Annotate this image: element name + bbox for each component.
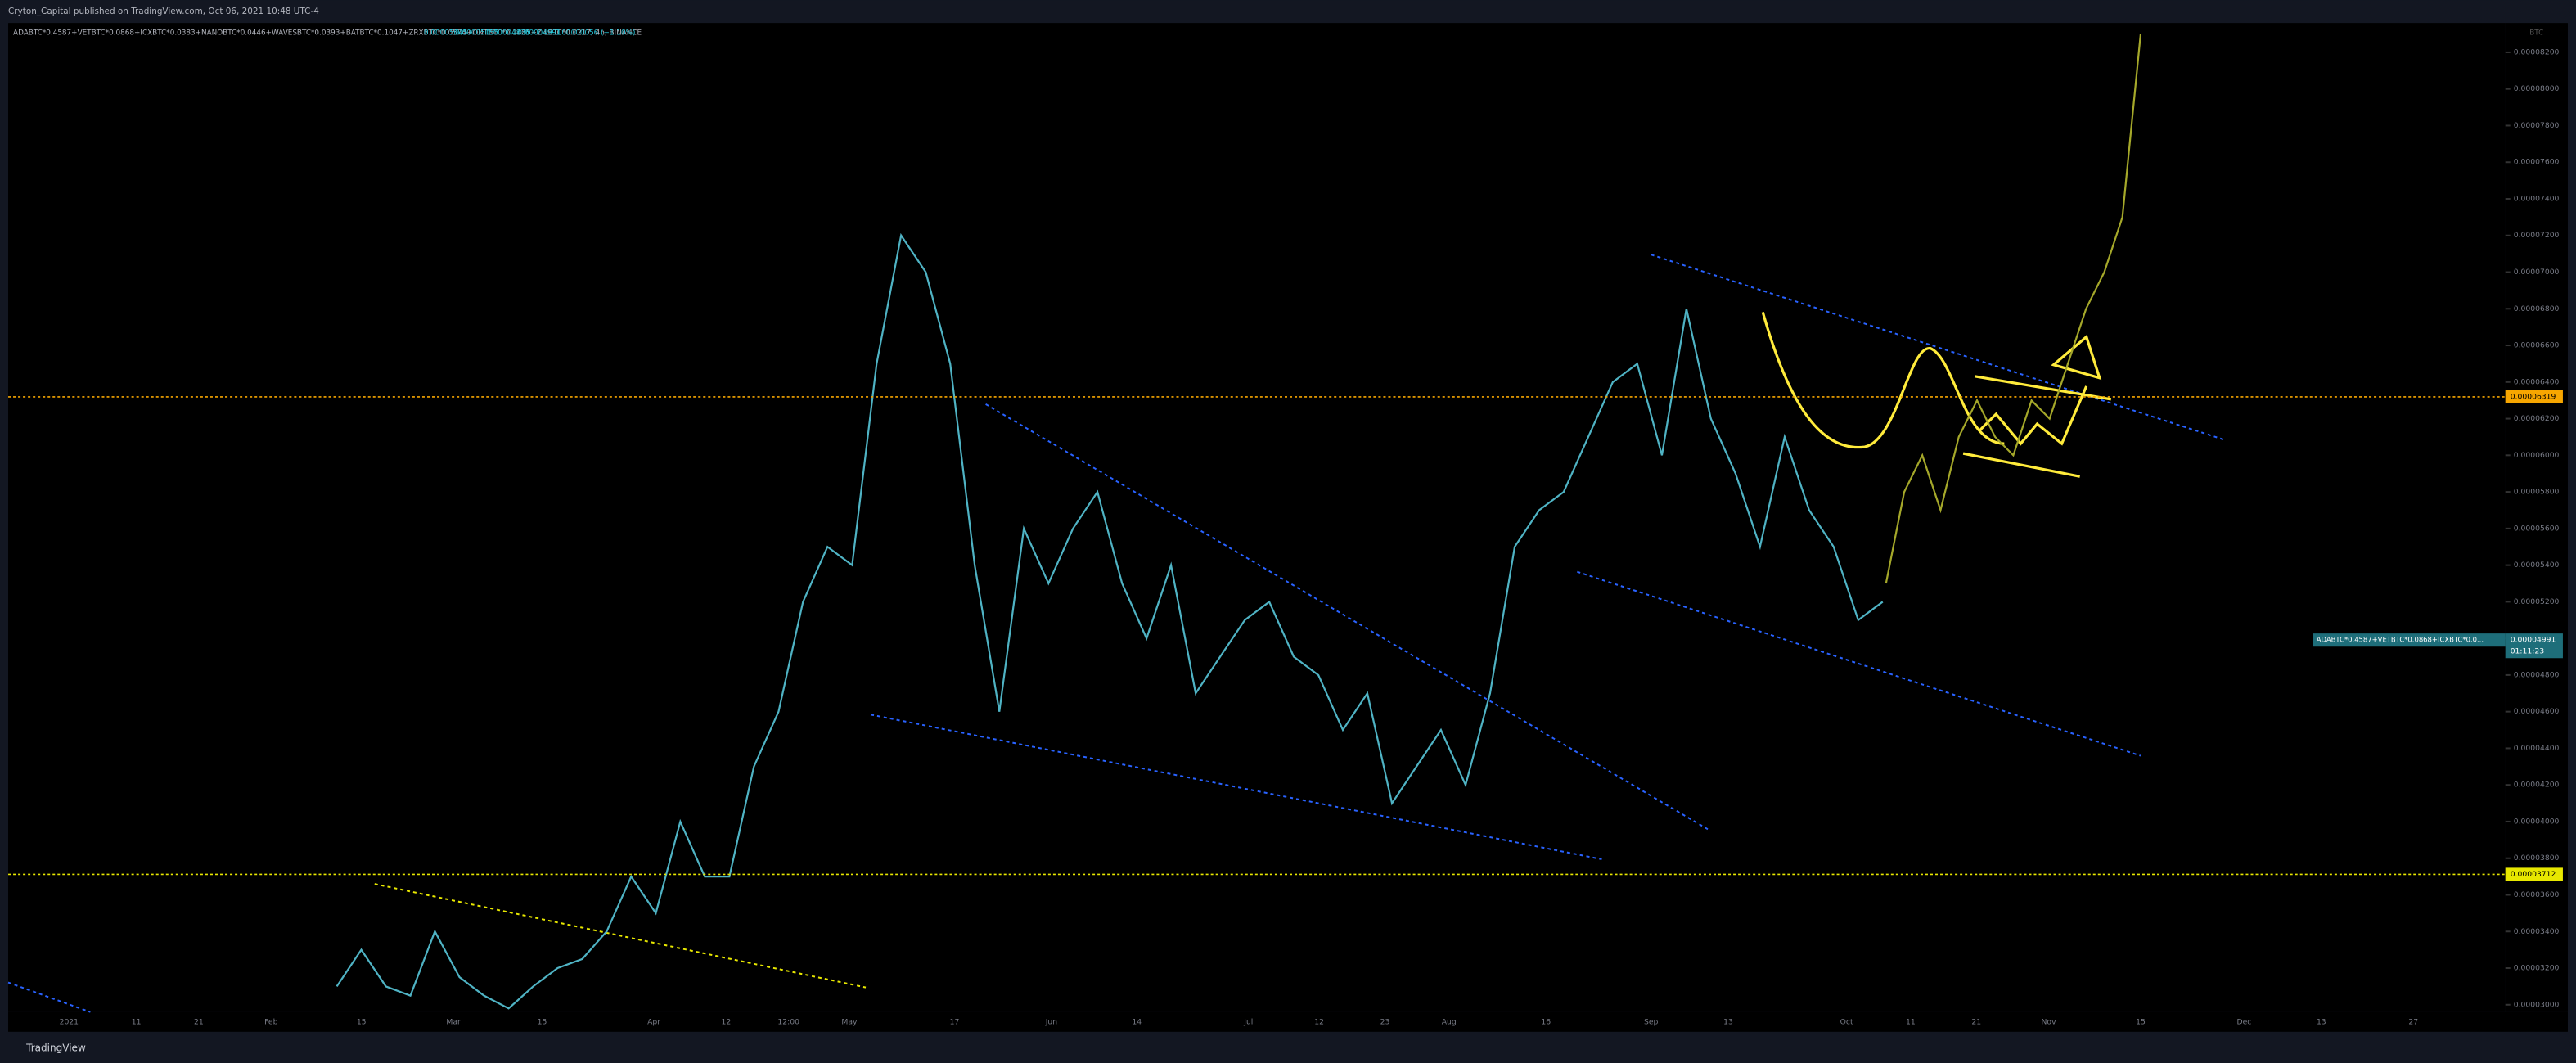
last-price-badge [2505, 633, 2563, 659]
y-tick-label: 0.00008200 [2514, 47, 2560, 56]
y-tick-label: 0.00003800 [2514, 854, 2560, 863]
y-tick-label: 0.00003400 [2514, 927, 2560, 936]
y-tick-label: 0.00006600 [2514, 341, 2560, 350]
trendline [374, 883, 867, 989]
x-tick-label: 15 [538, 1017, 547, 1026]
x-tick-label: Sep [1644, 1017, 1659, 1026]
x-tick-label: Jun [1045, 1017, 1058, 1026]
x-tick-label: 11 [132, 1017, 142, 1026]
ohlc-value: 0.00004836 [486, 29, 530, 38]
x-tick-label: 21 [1971, 1017, 1981, 1026]
x-tick-label: Aug [1442, 1017, 1457, 1026]
trendline [7, 981, 91, 1013]
x-tick-label: Mar [446, 1017, 461, 1026]
trendline [985, 403, 1709, 831]
price-line [336, 232, 1884, 1010]
x-tick-label: Apr [647, 1017, 660, 1026]
x-tick-label: Nov [2042, 1017, 2057, 1026]
x-tick-label: Oct [1840, 1017, 1853, 1026]
ohlc-value: 0.00005055 [455, 29, 498, 38]
plot-area [8, 23, 2506, 1012]
y-tick-label: 0.00005600 [2514, 524, 2560, 533]
y-tick-label: 0.00004800 [2514, 670, 2560, 679]
x-tick-label: 12 [722, 1017, 732, 1026]
y-tick-label: 0.00007000 [2514, 268, 2560, 277]
drawings [1761, 312, 2112, 478]
x-tick-label: 14 [1132, 1017, 1142, 1026]
x-tick-label: Jul [1243, 1017, 1253, 1026]
y-tick-label: 0.00006400 [2514, 377, 2560, 386]
x-tick-label: May [841, 1017, 858, 1026]
price-line [1885, 34, 2142, 584]
last-price: 0.00004991 [2511, 636, 2556, 645]
x-tick-label: 17 [950, 1017, 960, 1026]
x-tick-label: 13 [2317, 1017, 2326, 1026]
x-tick-label: 27 [2408, 1017, 2418, 1026]
y-tick-label: 0.00005200 [2514, 597, 2560, 606]
x-tick-label: 2021 [60, 1017, 79, 1026]
y-tick-label: 0.00006200 [2514, 414, 2560, 423]
x-tick-label: 16 [1541, 1017, 1551, 1026]
y-tick-label: 0.00004600 [2514, 707, 2560, 716]
trendlines [7, 254, 2227, 1013]
x-tick-label: Feb [264, 1017, 277, 1026]
trendline [1651, 254, 2227, 442]
y-tick-label: 0.00004000 [2514, 817, 2560, 826]
price-axis [2505, 23, 2568, 1012]
y-tick-label: 0.00007200 [2514, 231, 2560, 240]
trendline [1577, 570, 2141, 757]
last-price-symbol: ADABTC*0.4587+VETBTC*0.0868+ICXBTC*0.0..… [2317, 636, 2484, 644]
x-tick-label: 23 [1380, 1017, 1390, 1026]
y-tick-label: 0.00005400 [2514, 561, 2560, 570]
x-tick-label: 12 [1314, 1017, 1324, 1026]
currency: BTC [2529, 29, 2543, 38]
x-tick-label: 13 [1723, 1017, 1733, 1026]
y-tick-label: 0.00003000 [2514, 1000, 2560, 1009]
publisher: Cryton_Capital published on TradingView.… [8, 7, 319, 16]
y-tick-label: 0.00004200 [2514, 781, 2560, 790]
ohlc-value: −0.00000056 (−1.10%) [549, 29, 636, 38]
time-axis [8, 1011, 2568, 1032]
cup-handle [1761, 312, 2005, 449]
y-tick-label: 0.00008000 [2514, 84, 2560, 93]
ohlc-value: 0.00005045 [424, 29, 467, 38]
y-tick-label: 0.00004400 [2514, 744, 2560, 753]
y-tick-label: 0.00003200 [2514, 964, 2560, 973]
symbol: ADABTC*0.4587+VETBTC*0.0868+ICXBTC*0.038… [13, 29, 642, 38]
y-tick-label: 0.00005800 [2514, 488, 2560, 497]
y-tick-label: 0.00007800 [2514, 121, 2560, 130]
y-tick-label: 0.00006000 [2514, 451, 2560, 460]
level-label: 0.00003712 [2511, 870, 2556, 879]
x-tick-label: 21 [194, 1017, 204, 1026]
last-price-symbol-badge [2313, 633, 2506, 647]
x-tick-label: 15 [357, 1017, 367, 1026]
countdown: 01:11:23 [2511, 647, 2545, 656]
x-tick-label: Dec [2237, 1017, 2252, 1026]
brand: TradingView [25, 1042, 86, 1053]
ohlc-value: 0.00004991 [517, 29, 561, 38]
y-tick-label: 0.00007600 [2514, 158, 2560, 167]
level-label: 0.00006319 [2511, 392, 2556, 401]
y-tick-label: 0.00003600 [2514, 890, 2560, 899]
level-badge [2505, 867, 2563, 881]
x-tick-label: 11 [1906, 1017, 1916, 1026]
y-tick-label: 0.00006800 [2514, 304, 2560, 313]
x-tick-label: 12:00 [777, 1017, 799, 1026]
x-tick-label: 15 [2136, 1017, 2146, 1026]
level-badge [2505, 390, 2563, 403]
pennant [1962, 334, 2112, 478]
y-tick-label: 0.00007400 [2514, 194, 2560, 203]
